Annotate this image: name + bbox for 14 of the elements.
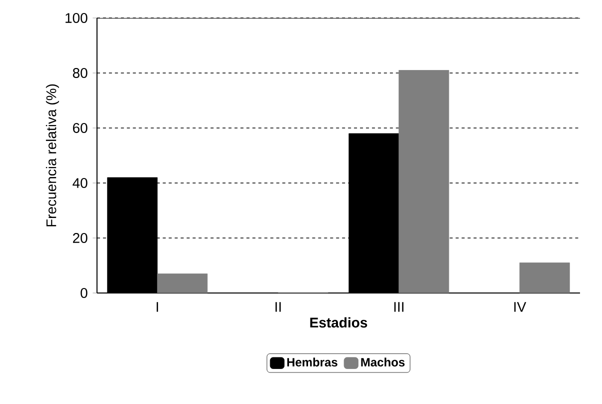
y-tick-label: 80 <box>72 68 88 78</box>
y-tick-label: 60 <box>73 123 88 133</box>
y-tick-label: 20 <box>73 233 88 243</box>
y-tick-label: 40 <box>72 178 88 188</box>
x-tick-label: I <box>156 302 158 312</box>
y-tick-label: 100 <box>66 13 88 23</box>
x-axis-title: Estadios <box>310 317 368 328</box>
x-tick-label: II <box>276 302 281 312</box>
y-axis-title: Frecuencia relativa (%) <box>46 84 59 226</box>
x-tick-label: III <box>394 302 404 312</box>
legend-label: Hembras <box>287 358 338 367</box>
legend-label: Machos <box>361 358 405 367</box>
x-tick-label: IV <box>514 302 526 312</box>
y-tick-label: 0 <box>80 288 88 298</box>
